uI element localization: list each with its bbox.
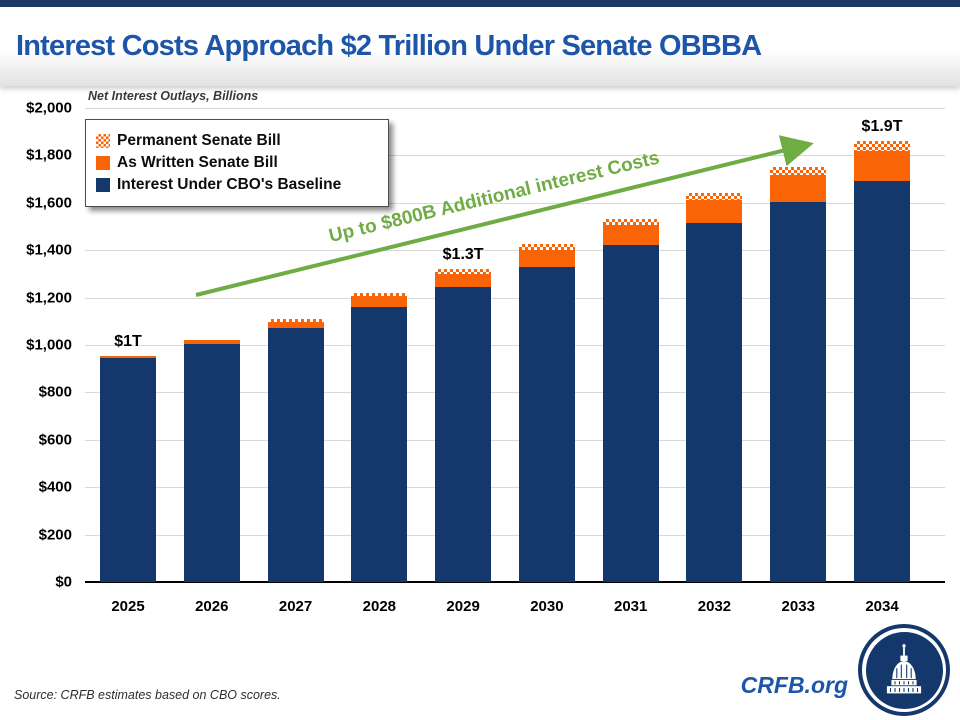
x-axis-tick-label: 2031: [596, 598, 666, 615]
chart-plot-area: $0 $200 $400 $600 $800 $1,000 $1,200 $1,400 $1,6…: [0, 0, 960, 720]
crfb-chart-slide: Interest Costs Approach $2 Trillion Unde…: [0, 0, 960, 720]
bar-segment-checker-2033: [770, 167, 826, 175]
x-axis-tick-label: 2034: [847, 598, 917, 615]
bar-segment-navy-2030: [519, 267, 575, 582]
bar-segment-navy-2027: [268, 328, 324, 582]
y-axis-tick-label: $600: [2, 431, 72, 448]
bar-segment-orange-2026: [184, 340, 240, 344]
bar-segment-orange-2027: [268, 322, 324, 329]
bar-segment-orange-2029: [435, 274, 491, 287]
x-axis-tick-label: 2030: [512, 598, 582, 615]
bar-segment-checker-2028: [351, 293, 407, 296]
source-note: Source: CRFB estimates based on CBO scor…: [14, 688, 281, 702]
bar-segment-navy-2025: [100, 358, 156, 582]
bar-segment-navy-2031: [603, 245, 659, 582]
bar-segment-navy-2028: [351, 307, 407, 582]
bar-segment-checker-2034: [854, 141, 910, 151]
bar-segment-orange-2032: [686, 200, 742, 223]
bar-segment-orange-2030: [519, 250, 575, 267]
bar-segment-navy-2033: [770, 202, 826, 582]
y-axis-tick-label: $400: [2, 479, 72, 496]
bar-segment-orange-2025: [100, 356, 156, 358]
bar-segment-orange-2031: [603, 225, 659, 245]
bar-segment-checker-2032: [686, 193, 742, 200]
bar-segment-checker-2030: [519, 244, 575, 250]
bar-total-label-2025: $1T: [88, 333, 168, 351]
gridline: [85, 108, 945, 109]
y-axis-tick-label: $1,000: [2, 337, 72, 354]
bar-total-label-2034: $1.9T: [842, 118, 922, 136]
chart-legend: Permanent Senate Bill As Written Senate B…: [85, 119, 389, 207]
y-axis-tick-label: $1,800: [2, 147, 72, 164]
x-axis-tick-label: 2025: [93, 598, 163, 615]
bar-segment-orange-2033: [770, 175, 826, 202]
legend-label: Permanent Senate Bill: [117, 132, 281, 150]
crfb-url-link[interactable]: CRFB.org: [741, 672, 848, 699]
capitol-dome-icon: [877, 641, 931, 699]
bar-segment-checker-2027: [268, 319, 324, 321]
legend-swatch-icon: [96, 134, 110, 148]
y-axis-tick-label: $2,000: [2, 100, 72, 117]
y-axis-tick-label: $0: [2, 574, 72, 591]
y-axis-tick-label: $800: [2, 384, 72, 401]
legend-swatch-icon: [96, 156, 110, 170]
bar-segment-orange-2028: [351, 296, 407, 307]
bar-segment-navy-2029: [435, 287, 491, 582]
x-axis-tick-label: 2028: [344, 598, 414, 615]
legend-item: Interest Under CBO's Baseline: [96, 176, 378, 194]
bar-total-label-2029: $1.3T: [423, 246, 503, 264]
x-axis-tick-label: 2033: [763, 598, 833, 615]
bar-segment-navy-2032: [686, 223, 742, 582]
bar-segment-checker-2031: [603, 219, 659, 225]
x-axis-tick-label: 2026: [177, 598, 247, 615]
legend-item: As Written Senate Bill: [96, 154, 378, 172]
bar-segment-navy-2034: [854, 181, 910, 582]
legend-label: As Written Senate Bill: [117, 154, 278, 172]
crfb-logo: [858, 624, 950, 716]
x-axis-tick-label: 2032: [679, 598, 749, 615]
legend-swatch-icon: [96, 178, 110, 192]
bar-segment-checker-2029: [435, 269, 491, 274]
bar-segment-orange-2034: [854, 151, 910, 181]
legend-label: Interest Under CBO's Baseline: [117, 176, 341, 194]
y-axis-tick-label: $1,600: [2, 194, 72, 211]
x-axis-tick-label: 2027: [261, 598, 331, 615]
y-axis-tick-label: $1,400: [2, 242, 72, 259]
bar-segment-navy-2026: [184, 344, 240, 582]
legend-item: Permanent Senate Bill: [96, 132, 378, 150]
y-axis-tick-label: $1,200: [2, 289, 72, 306]
x-axis-tick-label: 2029: [428, 598, 498, 615]
y-axis-tick-label: $200: [2, 526, 72, 543]
